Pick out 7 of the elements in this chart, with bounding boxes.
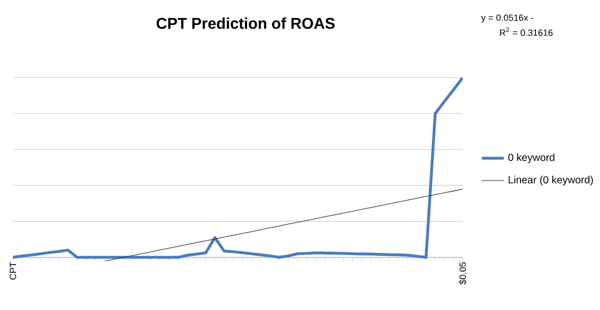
x-tick-label: CPT xyxy=(10,262,16,280)
chart-title: CPT Prediction of ROAS xyxy=(156,17,335,29)
legend-label: Linear (0 keyword) xyxy=(508,176,593,186)
text: R$^{2}$ = 0.31616 xyxy=(500,27,553,36)
legend-label: 0 keyword xyxy=(508,153,554,163)
text: y = 0.0516x - xyxy=(481,14,534,23)
x-tick-label: $0.05 xyxy=(459,262,466,284)
